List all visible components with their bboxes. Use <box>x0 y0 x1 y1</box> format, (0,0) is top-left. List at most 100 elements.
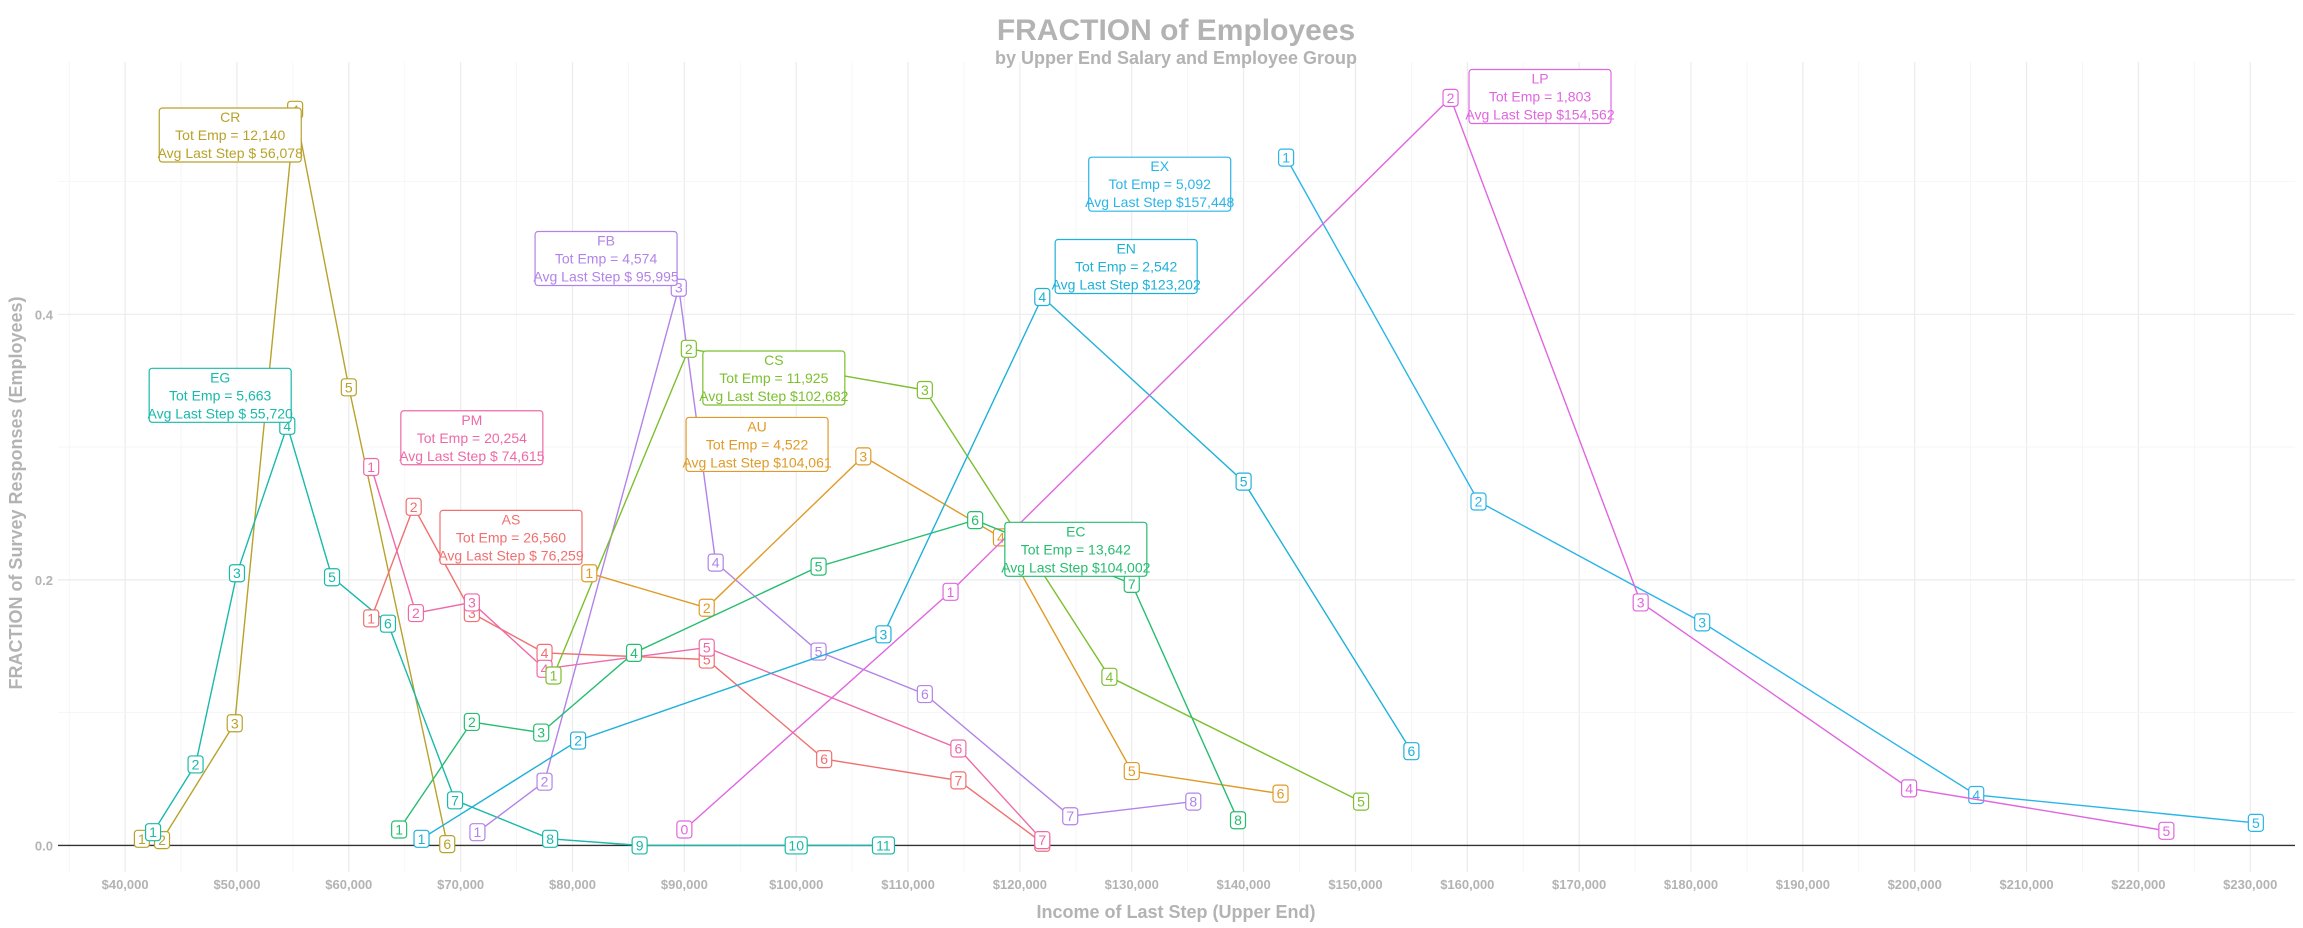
point-marker <box>1062 807 1079 826</box>
point-label: 3 <box>468 594 476 610</box>
annotation-text: CS <box>764 352 783 368</box>
series: 1234561234567891011123456781234567123456… <box>133 88 2264 855</box>
annotation-as: AS Tot Emp = 26,560 Avg Last Step $ 76,259 <box>438 509 584 565</box>
point-label: 2 <box>703 600 711 616</box>
annotation-box <box>685 416 829 473</box>
annotation-text: Tot Emp = 2,542 <box>1075 258 1178 274</box>
point-label: 6 <box>820 751 828 767</box>
series-line-lp <box>683 96 2167 832</box>
point-label: 3 <box>1637 594 1645 610</box>
x-tick-label: $230,000 <box>2223 877 2277 892</box>
point-marker <box>463 712 480 732</box>
point-label: 1 <box>418 831 426 847</box>
annotation-text: Tot Emp = 5,092 <box>1109 176 1212 192</box>
annotation-text: Avg Last Step $157,448 <box>1085 194 1234 210</box>
point-label: 6 <box>443 836 451 852</box>
x-tick-label: $100,000 <box>769 877 823 892</box>
point-marker <box>680 339 697 358</box>
annotation-text: Avg Last Step $154,562 <box>1465 107 1614 123</box>
point-marker <box>950 771 967 790</box>
point-marker <box>784 836 808 855</box>
point-label: 5 <box>703 652 711 668</box>
annotation-box <box>702 350 846 406</box>
point-marker <box>2247 813 2264 832</box>
point-label: 7 <box>1128 576 1136 592</box>
point-label: 0 <box>680 822 688 838</box>
point-label: 7 <box>1038 832 1046 848</box>
point-label: 3 <box>231 715 239 731</box>
point-marker <box>1185 792 1202 811</box>
annotation-text: PM <box>461 412 482 428</box>
point-label: 5 <box>345 379 353 395</box>
y-axis-label: FRACTION of Survey Responses (Employees) <box>6 296 26 689</box>
point-marker <box>1403 742 1420 761</box>
point-label: 4 <box>1038 289 1046 305</box>
annotation-text: Tot Emp = 4,522 <box>706 436 809 452</box>
annotation-lp: LP Tot Emp = 1,803 Avg Last Step $154,562 <box>1465 68 1615 125</box>
point-label: 7 <box>451 792 459 808</box>
annotation-text: Avg Last Step $104,061 <box>682 454 831 470</box>
series-line-cr <box>141 109 448 845</box>
point-marker <box>2158 821 2175 840</box>
annotation-cr: CR Tot Emp = 12,140 Avg Last Step $ 56,078 <box>158 107 303 163</box>
series-fb: 1 2 3 4 5 6 7 8 <box>469 278 1202 842</box>
point-label: 3 <box>537 725 545 741</box>
point-marker <box>871 836 896 855</box>
point-label: 3 <box>468 605 476 621</box>
annotation-text: Tot Emp = 12,140 <box>175 127 285 143</box>
series-au: 1 2 3 4 5 6 <box>581 447 1289 803</box>
point-marker <box>226 714 243 733</box>
point-marker <box>469 823 486 842</box>
point-marker <box>698 598 715 617</box>
series-line-fb <box>476 287 1194 833</box>
point-label: 8 <box>546 831 554 847</box>
series-lp: 0 1 2 3 4 5 <box>676 88 2175 840</box>
point-label: 5 <box>2162 823 2170 839</box>
annotation-text: LP <box>1531 71 1548 87</box>
annotation-text: Avg Last Step $ 74,615 <box>399 448 545 464</box>
x-tick-label: $120,000 <box>993 877 1047 892</box>
x-tick-label: $170,000 <box>1552 877 1606 892</box>
point-marker <box>942 582 959 601</box>
annotation-text: Tot Emp = 5,663 <box>169 387 272 403</box>
point-label: 5 <box>1357 794 1365 810</box>
annotation-text: Tot Emp = 1,803 <box>1489 89 1592 105</box>
point-marker <box>439 835 456 854</box>
annotation-text: Tot Emp = 4,574 <box>555 251 658 267</box>
point-label: 5 <box>815 559 823 575</box>
point-marker <box>1901 779 1918 798</box>
annotation-en: EN Tot Emp = 2,542 Avg Last Step $123,202 <box>1052 238 1201 295</box>
point-label: 1 <box>395 822 403 838</box>
point-label: 2 <box>468 714 476 730</box>
point-marker <box>187 755 204 774</box>
point-marker <box>533 723 550 742</box>
point-marker <box>363 609 380 628</box>
point-label: 1 <box>138 831 146 847</box>
point-marker <box>446 791 464 810</box>
point-label: 11 <box>876 837 891 853</box>
point-marker <box>1229 811 1247 830</box>
x-tick-label: $60,000 <box>325 877 372 892</box>
series-line-as <box>370 505 1043 844</box>
point-label: 4 <box>630 645 638 661</box>
point-marker <box>967 511 984 530</box>
annotation-text: EC <box>1066 523 1085 539</box>
point-marker <box>570 731 587 750</box>
x-axis-label: Income of Last Step (Upper End) <box>1036 902 1315 922</box>
point-label: 3 <box>1698 614 1706 630</box>
point-marker <box>581 564 598 583</box>
point-label: 2 <box>541 774 549 790</box>
point-label: 7 <box>1066 808 1074 824</box>
annotation-box <box>1004 521 1148 577</box>
point-label: 6 <box>1277 786 1285 802</box>
point-label: 5 <box>1240 474 1248 490</box>
point-marker <box>323 568 341 587</box>
annotation-text: Avg Last Step $123,202 <box>1052 276 1201 292</box>
x-tick-label: $210,000 <box>1999 877 2053 892</box>
point-marker <box>875 625 892 644</box>
annotation-pm: PM Tot Emp = 20,254 Avg Last Step $ 74,615 <box>399 410 545 466</box>
point-label: 4 <box>541 645 549 661</box>
point-label: 2 <box>1475 494 1483 510</box>
point-marker <box>391 820 408 839</box>
